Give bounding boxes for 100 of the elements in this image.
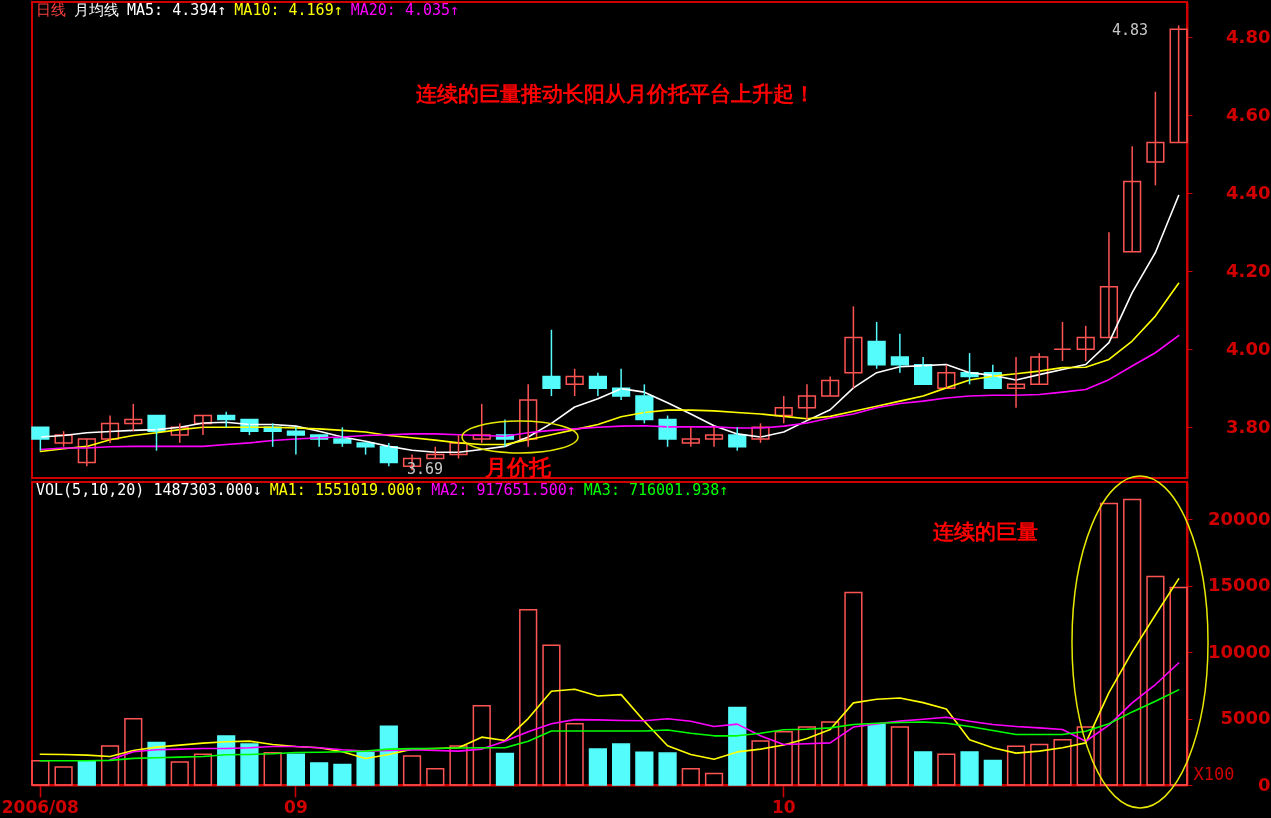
y-tick-label: 4.00 bbox=[1226, 337, 1271, 359]
bar bbox=[356, 751, 375, 786]
candlestick bbox=[449, 434, 468, 460]
candlestick bbox=[658, 414, 677, 448]
annotation: 4.83 bbox=[1111, 21, 1149, 39]
candlestick bbox=[704, 426, 724, 448]
candlestick bbox=[1146, 90, 1165, 187]
bar bbox=[286, 753, 306, 786]
candlestick bbox=[867, 321, 886, 370]
candlestick bbox=[1076, 325, 1095, 362]
bar bbox=[379, 725, 398, 786]
bar bbox=[426, 767, 445, 786]
bar bbox=[960, 751, 979, 786]
bar bbox=[1053, 738, 1072, 786]
bar bbox=[542, 644, 561, 786]
candlestick bbox=[844, 305, 863, 390]
candlestick bbox=[890, 332, 909, 374]
bar bbox=[1006, 745, 1026, 786]
y-tick-label: 0 bbox=[1257, 773, 1271, 795]
y-tick-label: 4.40 bbox=[1226, 181, 1271, 203]
bar bbox=[890, 726, 909, 786]
bar bbox=[1076, 726, 1095, 786]
candlestick bbox=[286, 426, 306, 456]
bar bbox=[751, 740, 770, 786]
chart-title: 日线 bbox=[36, 1, 66, 19]
bar bbox=[77, 760, 96, 786]
bar bbox=[565, 722, 584, 786]
candlestick bbox=[565, 368, 584, 397]
text: MA1: 1551019.000↑ bbox=[269, 481, 424, 499]
y-tick-label: 10000 bbox=[1207, 640, 1271, 662]
text: MA2: 917651.500↑ bbox=[431, 481, 576, 499]
candlestick bbox=[542, 328, 561, 397]
bar bbox=[519, 609, 538, 786]
bar bbox=[1146, 575, 1165, 786]
bar bbox=[1099, 502, 1119, 786]
candlestick bbox=[333, 426, 352, 448]
candlestick bbox=[681, 426, 700, 448]
candlestick bbox=[728, 426, 747, 452]
bar bbox=[821, 721, 840, 786]
candlestick bbox=[751, 422, 770, 444]
bar bbox=[333, 763, 352, 786]
x-tick-label: 09 bbox=[284, 796, 308, 817]
bar bbox=[774, 731, 793, 786]
y-tick-label: 3.80 bbox=[1226, 415, 1271, 437]
annotation: 连续的巨量推动长阳从月价托平台上升起！ bbox=[414, 82, 815, 106]
line-series bbox=[39, 689, 1180, 762]
bar bbox=[310, 762, 329, 786]
bar bbox=[100, 745, 120, 786]
bar bbox=[402, 755, 422, 786]
x-tick-label: 10 bbox=[771, 796, 796, 817]
bar bbox=[658, 752, 677, 786]
bar bbox=[612, 743, 631, 786]
y-tick-label: 15000 bbox=[1207, 574, 1271, 596]
bar bbox=[844, 591, 863, 786]
candlestick bbox=[937, 364, 956, 390]
text: MA20: 4.035↑ bbox=[350, 1, 460, 19]
line-series bbox=[109, 662, 1180, 761]
y-axis-title: X100 bbox=[1193, 763, 1235, 784]
candlestick bbox=[519, 383, 538, 448]
x-tick-label: 2006/08 bbox=[1, 796, 79, 817]
bar bbox=[588, 748, 607, 786]
y-tick-label: 5000 bbox=[1220, 707, 1271, 729]
bar bbox=[635, 751, 654, 786]
candlestick bbox=[124, 403, 143, 432]
bar bbox=[983, 759, 1002, 786]
candlestick bbox=[774, 395, 793, 425]
y-tick-label: 4.80 bbox=[1226, 25, 1271, 47]
bar bbox=[867, 723, 886, 786]
bar bbox=[681, 767, 700, 786]
bar bbox=[217, 735, 236, 786]
y-tick-label: 4.60 bbox=[1226, 103, 1271, 125]
bar bbox=[170, 761, 189, 786]
bar bbox=[54, 766, 73, 786]
bar bbox=[1030, 743, 1049, 786]
annotation: 月价托 bbox=[484, 455, 552, 480]
bar bbox=[913, 751, 933, 786]
bar bbox=[495, 752, 515, 786]
candlestick bbox=[797, 383, 817, 421]
bar bbox=[449, 745, 468, 786]
bar bbox=[124, 718, 143, 786]
bar bbox=[240, 743, 259, 786]
y-tick-label: 4.20 bbox=[1226, 259, 1271, 281]
bar bbox=[472, 705, 491, 786]
annotation: 连续的巨量 bbox=[931, 520, 1038, 544]
line-series bbox=[39, 578, 1180, 761]
candlestick bbox=[1123, 145, 1142, 253]
annotation: 3.69 bbox=[406, 460, 444, 478]
bar bbox=[704, 772, 724, 786]
bar bbox=[193, 753, 213, 786]
candlestick bbox=[100, 414, 120, 444]
candlestick bbox=[1053, 321, 1072, 362]
bar bbox=[1169, 586, 1188, 786]
candlestick bbox=[1030, 352, 1049, 386]
text: MA5: 4.394↑ bbox=[127, 1, 227, 19]
bar bbox=[937, 753, 956, 786]
bar bbox=[31, 760, 50, 786]
bar bbox=[797, 726, 817, 786]
bar bbox=[1123, 498, 1142, 786]
candlestick bbox=[1099, 231, 1119, 339]
chart-title: VOL(5,10,20) 1487303.000↓ bbox=[36, 481, 262, 499]
